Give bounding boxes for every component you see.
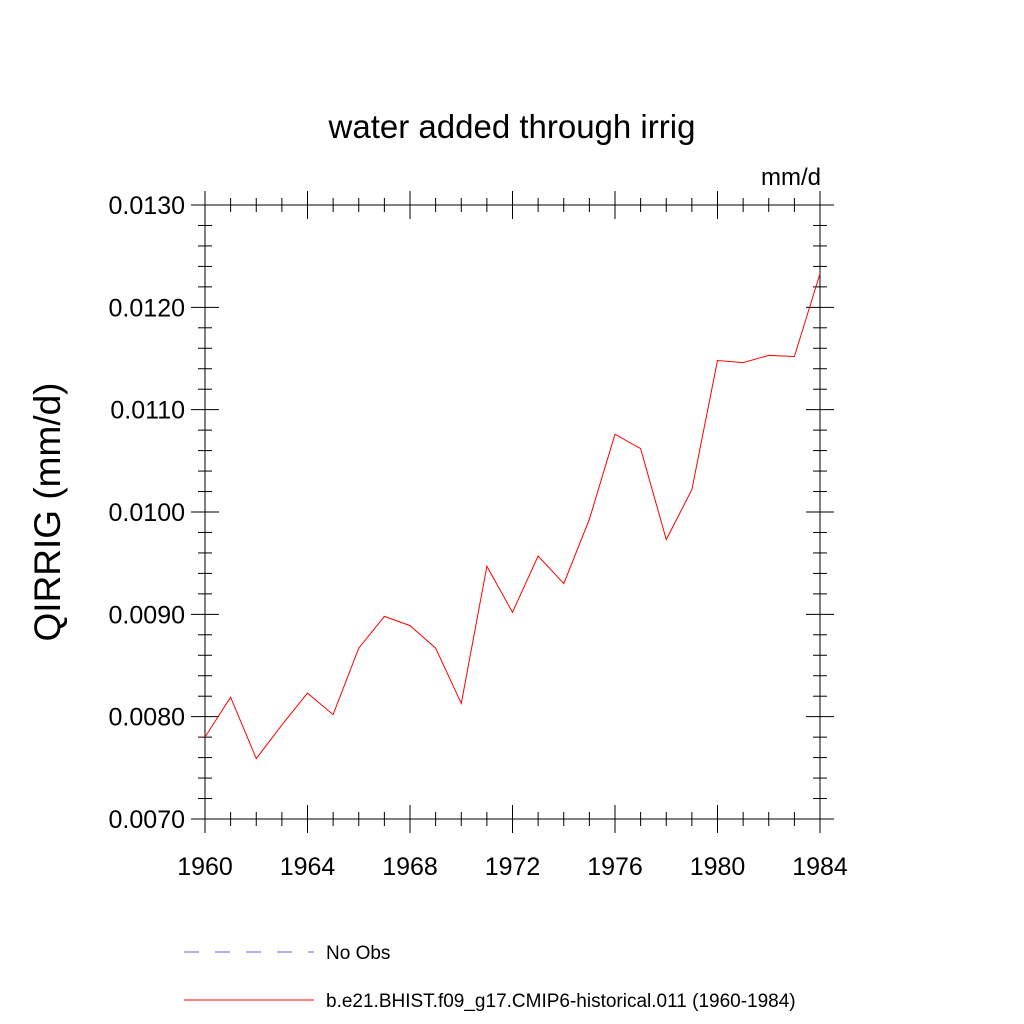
series-line: [204, 273, 821, 760]
axis-ticks: [191, 191, 834, 833]
axis-tick-labels: 0.0070 0.0080 0.0090 0.0100 0.0110 0.0120 0.01…: [109, 192, 848, 881]
x-tick-label: 1964: [280, 853, 336, 881]
chart-title: water added through irrig: [328, 108, 696, 145]
y-tick-label: 0.0070: [109, 806, 185, 834]
y-tick-label: 0.0080: [109, 704, 185, 732]
y-axis-label: QIRRIG (mm/d): [27, 383, 68, 642]
x-tick-label: 1976: [587, 853, 643, 881]
legend-label: b.e21.BHIST.f09_g17.CMIP6-historical.011…: [326, 991, 796, 1012]
units-label: mm/d: [761, 164, 821, 191]
y-tick-label: 0.0120: [109, 294, 185, 322]
y-tick-label: 0.0100: [109, 499, 185, 527]
x-tick-label: 1972: [485, 853, 541, 881]
x-tick-label: 1968: [382, 853, 438, 881]
x-tick-label: 1980: [690, 853, 746, 881]
legend-label: No Obs: [326, 943, 390, 964]
plot-frame: [204, 204, 821, 820]
series-layer: [204, 273, 821, 760]
y-tick-label: 0.0130: [109, 192, 185, 220]
y-tick-label: 0.0090: [109, 601, 185, 629]
legend: No Obs b.e21.BHIST.f09_g17.CMIP6-historic…: [184, 943, 796, 1012]
x-tick-label: 1960: [177, 853, 233, 881]
y-tick-label: 0.0110: [110, 397, 185, 425]
x-tick-label: 1984: [792, 853, 848, 881]
